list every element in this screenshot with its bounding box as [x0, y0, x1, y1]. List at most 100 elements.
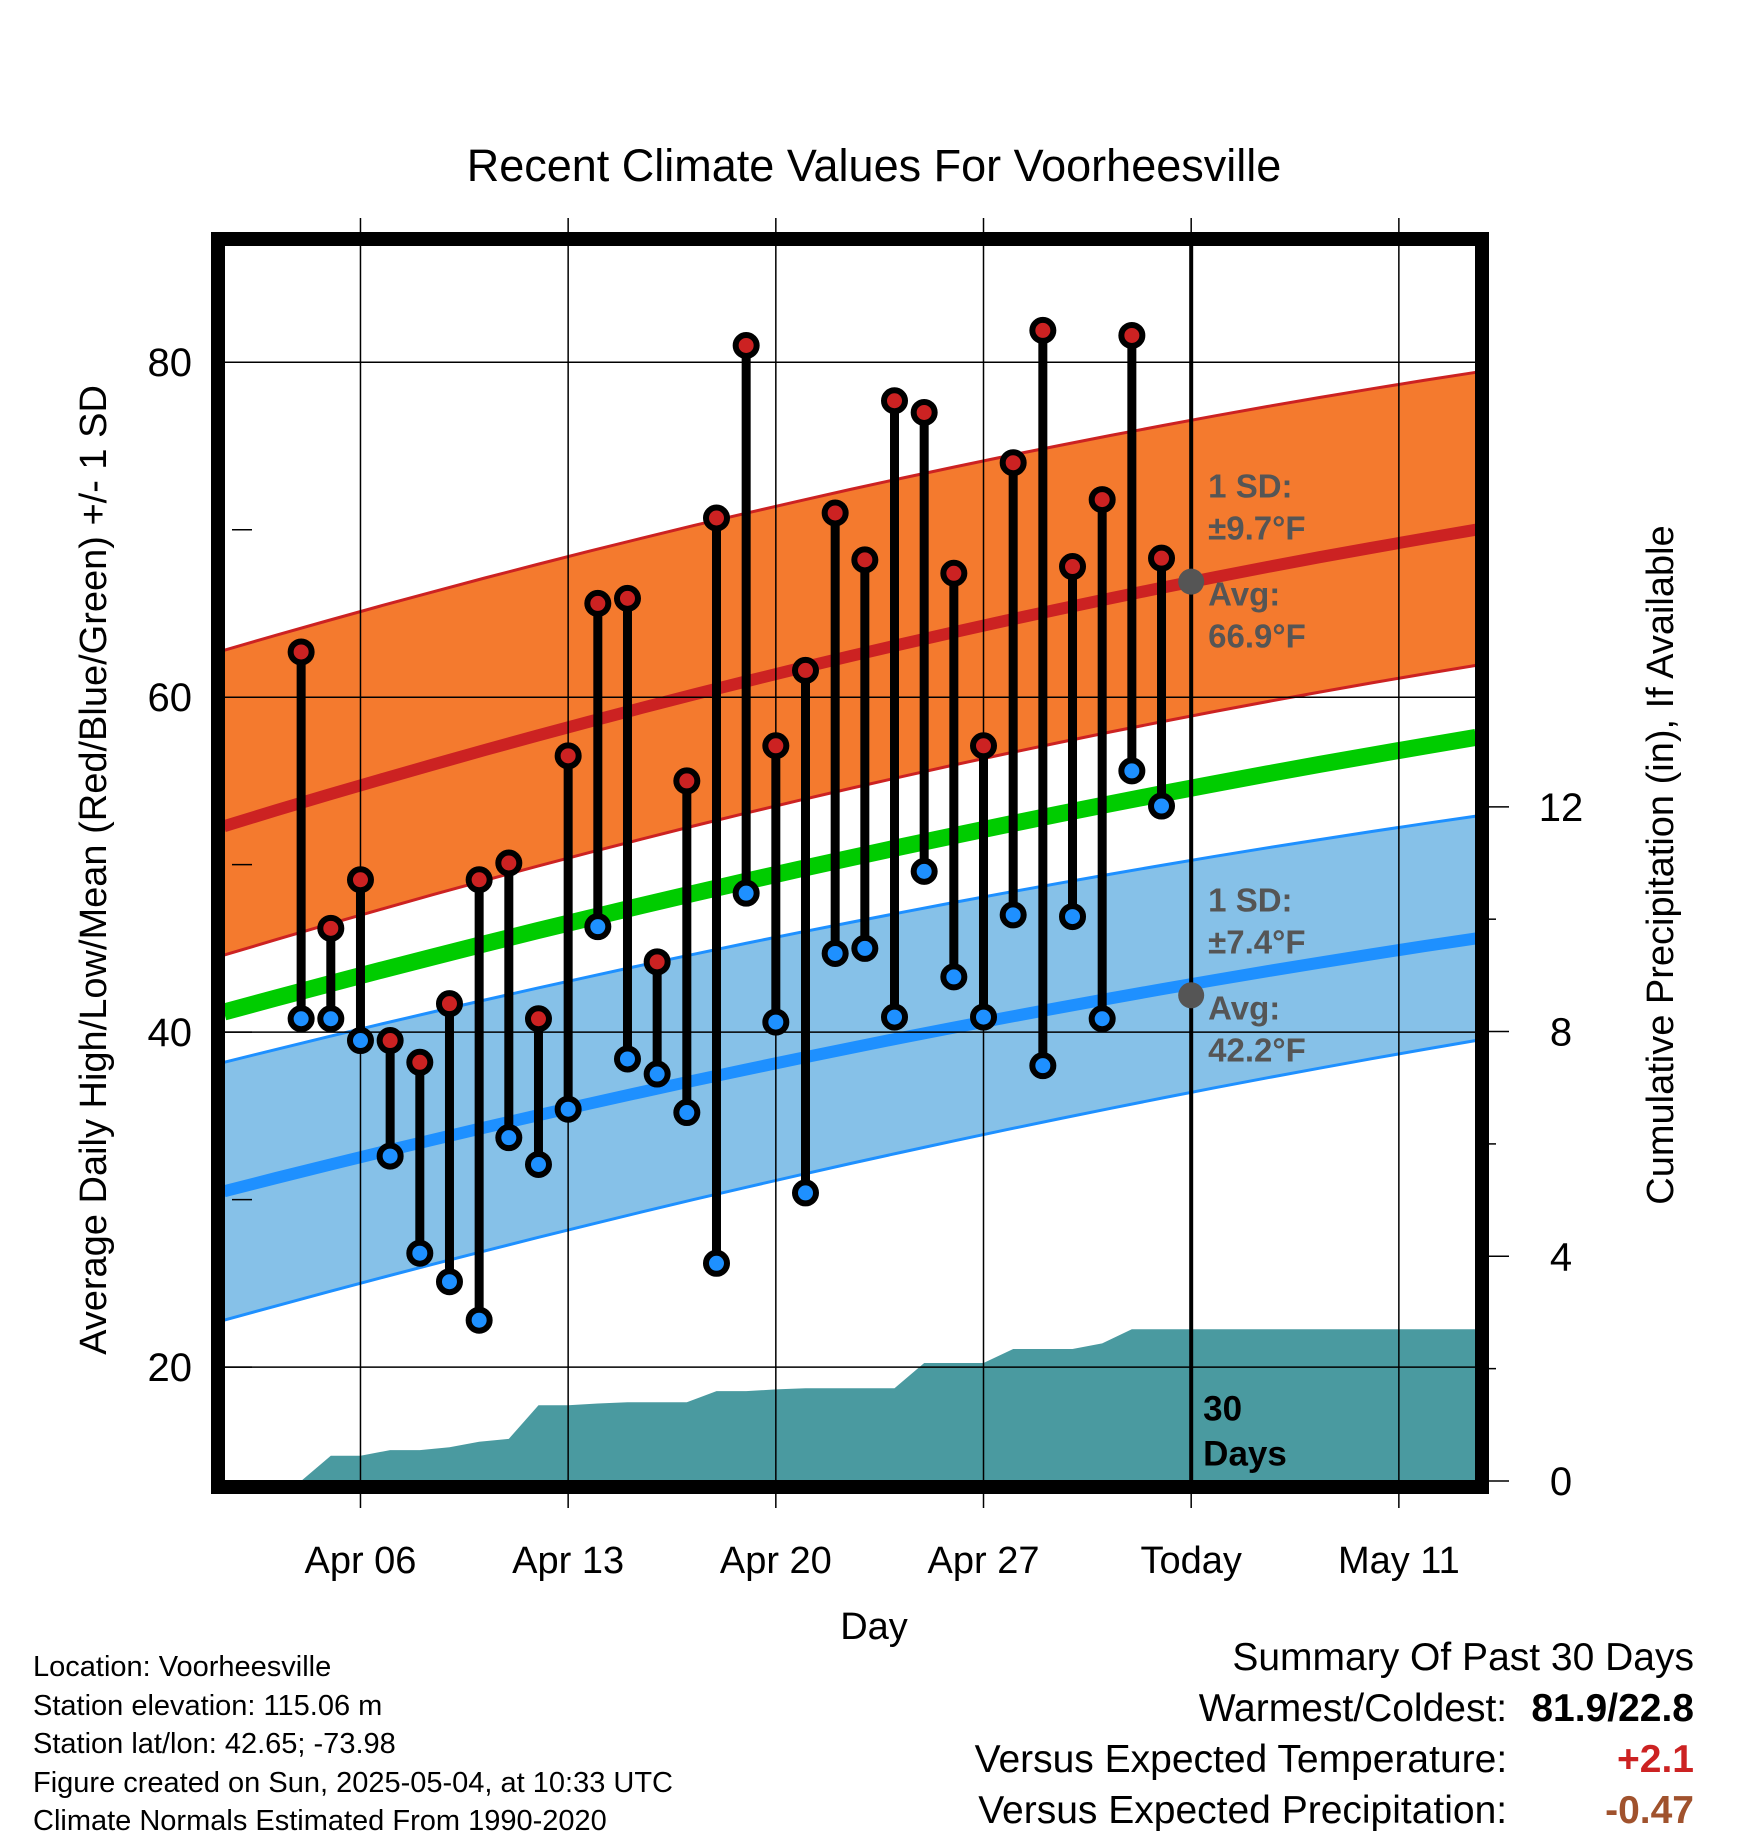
daily-high-point — [1118, 321, 1146, 349]
high-sd-upper-line — [223, 370, 1477, 652]
daily-low-point — [970, 1003, 998, 1031]
plot-frame — [211, 232, 1489, 1494]
daily-low-point — [851, 934, 879, 962]
summary-warm-cold: Warmest/Coldest: 81.9/22.8 — [975, 1683, 1694, 1734]
high-avg-value: 66.9°F — [1208, 618, 1306, 655]
daily-low-point — [317, 1005, 345, 1033]
x-tick-label: Apr 13 — [512, 1540, 624, 1582]
y-axis-label: Average Daily High/Low/Mean (Red/Blue/Gr… — [73, 385, 115, 1355]
daily-low-point — [1059, 903, 1087, 931]
daily-high-point — [317, 914, 345, 942]
daily-low-point — [435, 1268, 463, 1296]
low-sd-value: ±7.4°F — [1208, 923, 1305, 960]
warm-cold-value: 81.9/22.8 — [1531, 1687, 1694, 1730]
daily-high-point — [406, 1048, 434, 1076]
daily-high-point — [702, 504, 730, 532]
warm-cold-label: Warmest/Coldest: — [1198, 1687, 1508, 1730]
x-tick-label: May 11 — [1338, 1540, 1460, 1582]
station-info: Location: Voorheesville Station elevatio… — [33, 1648, 673, 1841]
daily-high-point — [1148, 544, 1176, 572]
precip-deviation-label: Versus Expected Precipitation: — [978, 1789, 1508, 1832]
daily-low-point — [762, 1008, 790, 1036]
summary-title: Summary Of Past 30 Days — [1232, 1636, 1694, 1679]
x-axis-label: Day — [840, 1606, 908, 1648]
daily-low-point — [673, 1099, 701, 1127]
daily-low-point — [732, 879, 760, 907]
high-avg-today-marker — [1178, 568, 1205, 595]
daily-high-point — [821, 499, 849, 527]
latlon-text: Station lat/lon: 42.65; -73.98 — [33, 1728, 396, 1760]
x-tick-label: Apr 27 — [928, 1540, 1040, 1582]
summary-panel: Summary Of Past 30 Days Warmest/Coldest:… — [975, 1632, 1694, 1836]
daily-low-point — [406, 1239, 434, 1267]
precip-deviation-value: -0.47 — [1605, 1789, 1694, 1832]
low-sd-band — [224, 816, 1476, 1321]
y-tick-label: 60 — [148, 676, 193, 720]
plot-area: 1 SD: ±9.7°F Avg: 66.9°F 1 SD: ±7.4°F Avg: 42.2… — [148, 218, 1584, 1582]
low-sd-upper-line — [223, 814, 1477, 1064]
window-label: 30 — [1203, 1389, 1242, 1428]
daily-low-point — [495, 1124, 523, 1152]
daily-high-point — [495, 849, 523, 877]
daily-high-point — [881, 387, 909, 415]
high-sd-lower-line — [223, 663, 1477, 957]
high-avg-label: Avg: — [1208, 576, 1280, 613]
low-avg-value: 42.2°F — [1208, 1031, 1306, 1068]
daily-high-point — [643, 948, 671, 976]
daily-low-point — [821, 939, 849, 967]
high-avg-line — [222, 523, 1478, 832]
daily-low-point — [554, 1095, 582, 1123]
low-avg-label: Avg: — [1208, 989, 1280, 1026]
daily-high-point — [791, 656, 819, 684]
daily-low-point — [287, 1005, 315, 1033]
window-label: Days — [1203, 1434, 1287, 1473]
low-avg-line — [222, 932, 1477, 1198]
daily-low-point — [940, 963, 968, 991]
normals-text: Climate Normals Estimated From 1990-2020 — [33, 1805, 607, 1837]
mean-normal-line — [221, 729, 1478, 1021]
daily-low-point — [346, 1027, 374, 1055]
x-tick-label: Today — [1140, 1540, 1241, 1582]
daily-high-point — [732, 331, 760, 359]
summary-precip: Versus Expected Precipitation: -0.47 — [975, 1785, 1694, 1836]
temp-deviation-label: Versus Expected Temperature: — [974, 1738, 1508, 1781]
daily-high-point — [762, 732, 790, 760]
created-text: Figure created on Sun, 2025-05-04, at 10… — [33, 1766, 673, 1799]
daily-low-point — [910, 857, 938, 885]
daily-low-point — [524, 1150, 552, 1178]
low-avg-today-marker — [1178, 982, 1205, 1009]
daily-high-point — [673, 767, 701, 795]
y2-axis-label: Cumulative Precipitation (in), If Availa… — [1640, 525, 1682, 1204]
high-sd-band — [224, 372, 1476, 956]
daily-high-point — [940, 559, 968, 587]
daily-low-point — [1148, 792, 1176, 820]
daily-high-point — [435, 990, 463, 1018]
daily-low-point — [376, 1142, 404, 1170]
daily-low-point — [791, 1179, 819, 1207]
daily-low-point — [584, 913, 612, 941]
daily-low-point — [1088, 1005, 1116, 1033]
x-tick-label: Apr 06 — [304, 1540, 416, 1582]
daily-high-point — [1088, 486, 1116, 514]
elevation-text: Station elevation: 115.06 m — [33, 1689, 383, 1722]
daily-high-point — [1059, 553, 1087, 581]
daily-low-point — [1118, 757, 1146, 785]
daily-high-point — [584, 589, 612, 617]
x-tick-label: Apr 20 — [720, 1540, 832, 1582]
daily-high-point — [376, 1027, 404, 1055]
daily-high-point — [287, 638, 315, 666]
temp-deviation-value: +2.1 — [1617, 1738, 1694, 1781]
y2-tick-label: 12 — [1539, 786, 1584, 830]
y-tick-label: 80 — [148, 341, 193, 385]
daily-low-point — [465, 1306, 493, 1334]
daily-high-point — [465, 866, 493, 894]
low-sd-label: 1 SD: — [1208, 881, 1292, 918]
daily-low-point — [613, 1045, 641, 1073]
high-sd-value: ±9.7°F — [1208, 510, 1305, 547]
daily-low-point — [999, 901, 1027, 929]
daily-low-point — [643, 1060, 671, 1088]
location-text: Location: Voorheesville — [33, 1651, 332, 1683]
daily-high-point — [1029, 316, 1057, 344]
y2-tick-label: 8 — [1550, 1011, 1572, 1055]
